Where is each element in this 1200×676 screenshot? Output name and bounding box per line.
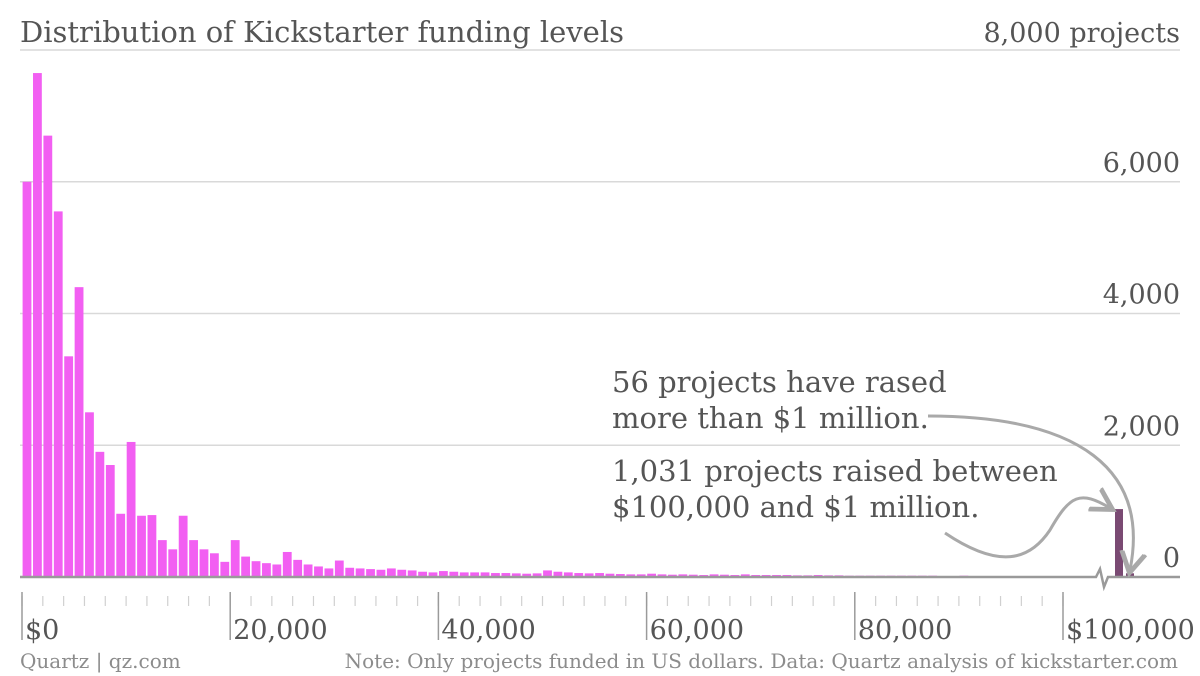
histogram-bar xyxy=(241,556,251,577)
histogram-bar xyxy=(532,573,542,577)
histogram-bar xyxy=(126,441,136,577)
y-axis-top-label: 8,000 projects xyxy=(983,18,1180,49)
x-tick-label: $0 xyxy=(25,615,59,646)
annotation-arrow-range xyxy=(944,498,1110,559)
y-tick-labels: 2,000 4,000 6,000 xyxy=(1103,148,1180,443)
y-tick-label-zero: 0 xyxy=(1163,543,1180,574)
histogram-bar xyxy=(553,571,563,577)
histogram-bar xyxy=(33,73,42,578)
annotation-million-line1: 56 projects have rased xyxy=(612,365,947,399)
histogram-bar xyxy=(491,573,500,577)
histogram-bar xyxy=(334,560,344,577)
histogram-bar xyxy=(251,561,261,577)
histogram-bar xyxy=(293,559,303,577)
x-axis xyxy=(20,565,1180,640)
histogram-bar xyxy=(501,573,511,577)
histogram-bar xyxy=(386,568,396,577)
histogram-bar xyxy=(449,571,459,577)
histogram-bar xyxy=(116,513,126,577)
histogram-bar xyxy=(230,540,240,577)
histogram-bar xyxy=(209,553,219,577)
histogram-bar xyxy=(470,572,480,577)
histogram-bar xyxy=(574,573,584,577)
histogram-bar xyxy=(303,564,313,577)
histogram-bars xyxy=(22,73,1062,578)
histogram-bar xyxy=(397,569,407,577)
histogram-bar xyxy=(543,570,552,577)
histogram-bar xyxy=(678,574,688,577)
histogram-bar xyxy=(366,569,375,577)
histogram-bar xyxy=(355,568,365,577)
histogram-bar xyxy=(439,571,448,577)
chart-title: Distribution of Kickstarter funding leve… xyxy=(20,15,624,49)
histogram-bar xyxy=(157,540,167,577)
x-tick-labels: $0 20,000 40,000 60,000 80,000 $100,000 xyxy=(25,615,1195,646)
histogram-bar xyxy=(511,573,521,577)
gridlines xyxy=(20,49,1180,446)
annotation-range-line2: $100,000 and $1 million. xyxy=(612,490,979,524)
histogram-bar xyxy=(345,567,355,577)
histogram-bar xyxy=(647,573,657,577)
annotation-range-line1: 1,031 projects raised between xyxy=(612,454,1058,488)
histogram-bar xyxy=(147,515,157,577)
high-funding-bar xyxy=(1115,509,1123,577)
histogram-bar xyxy=(376,569,386,577)
histogram-bar xyxy=(418,571,427,577)
histogram-bar xyxy=(43,135,53,577)
histogram-bar xyxy=(615,574,625,577)
y-tick-label: 2,000 xyxy=(1103,411,1180,442)
histogram-bar xyxy=(480,572,490,577)
histogram-bar xyxy=(189,540,198,577)
x-tick-label: 20,000 xyxy=(233,615,327,646)
histogram-bar xyxy=(636,574,646,577)
histogram-bar xyxy=(324,568,334,577)
histogram-bar xyxy=(605,573,615,577)
y-tick-label: 6,000 xyxy=(1103,148,1180,179)
histogram-bar xyxy=(595,573,604,577)
annotation-million-line2: more than $1 million. xyxy=(612,401,929,435)
histogram-bar xyxy=(272,564,282,577)
source-credit: Quartz | qz.com xyxy=(20,649,181,674)
histogram-bar xyxy=(64,356,74,577)
histogram-bar xyxy=(85,412,94,577)
histogram-bar xyxy=(282,551,292,577)
histogram-bar xyxy=(563,572,573,577)
histogram-bar xyxy=(428,572,438,577)
histogram-bar xyxy=(220,561,230,577)
histogram-bar xyxy=(407,570,417,577)
histogram-bar xyxy=(95,451,105,577)
annotation-arrow-million xyxy=(927,414,1133,570)
histogram-bar xyxy=(709,574,719,577)
histogram-bar xyxy=(626,574,636,577)
histogram-bar xyxy=(168,549,178,577)
histogram-bar xyxy=(657,574,667,577)
histogram-bar xyxy=(199,549,209,577)
histogram-bar xyxy=(105,465,115,577)
histogram-bar xyxy=(522,573,532,577)
histogram-bar xyxy=(74,287,84,577)
x-tick-label: 80,000 xyxy=(858,615,952,646)
x-tick-label: $100,000 xyxy=(1066,615,1195,646)
histogram-bar xyxy=(740,574,750,577)
x-tick-label: 60,000 xyxy=(650,615,744,646)
histogram-bar xyxy=(262,563,271,577)
histogram-bar xyxy=(584,573,594,577)
data-note: Note: Only projects funded in US dollars… xyxy=(345,649,1178,673)
x-tick-label: 40,000 xyxy=(441,615,535,646)
histogram-bar xyxy=(22,181,32,577)
histogram-bar xyxy=(178,515,188,577)
histogram-bar xyxy=(459,572,469,577)
histogram-bar xyxy=(314,566,323,577)
histogram-bar xyxy=(53,211,63,578)
y-tick-label: 4,000 xyxy=(1103,280,1180,311)
histogram-bar xyxy=(137,515,146,577)
